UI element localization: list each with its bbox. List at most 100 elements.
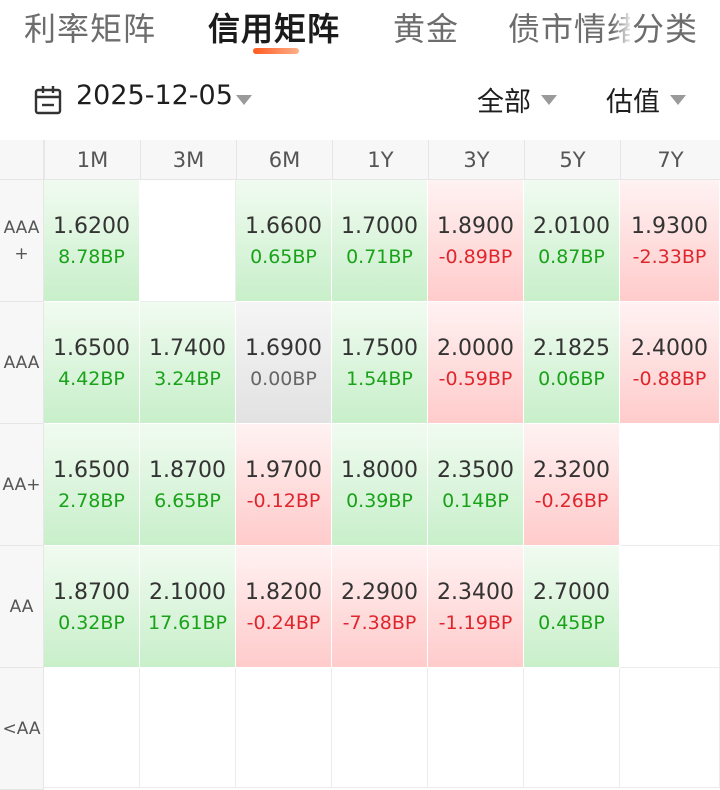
bp-change: 6.65BP (154, 490, 221, 512)
yield-value: 2.1000 (149, 580, 226, 605)
scope-label[interactable]: 全部 (477, 87, 531, 118)
bp-change: 0.00BP (250, 368, 317, 390)
tab-overflow-fade (612, 0, 634, 58)
column-header-3m: 3M (140, 140, 236, 180)
matrix-cell[interactable]: 2.3500 0.14BP (428, 424, 524, 546)
column-header-5y: 5Y (524, 140, 620, 180)
yield-value: 1.8700 (53, 580, 130, 605)
matrix-cell[interactable]: 2.3200 -0.26BP (524, 424, 620, 546)
matrix-cell-empty (236, 668, 332, 788)
yield-value: 1.6200 (53, 214, 130, 239)
yield-value: 1.8900 (437, 214, 514, 239)
metric-label[interactable]: 估值 (606, 87, 660, 118)
yield-value: 1.7400 (149, 336, 226, 361)
column-header-3y: 3Y (428, 140, 524, 180)
bp-change: -0.59BP (438, 368, 513, 390)
matrix-cell[interactable]: 1.6500 4.42BP (44, 302, 140, 424)
chevron-down-icon (541, 95, 557, 105)
matrix-cell[interactable]: 1.7000 0.71BP (332, 180, 428, 302)
bp-change: -0.88BP (632, 368, 707, 390)
matrix-cell-empty (620, 668, 720, 788)
yield-value: 2.4000 (631, 336, 708, 361)
yield-value: 2.3500 (437, 458, 514, 483)
filter-bar: 2025-12-05 全部 估值 (0, 60, 720, 140)
bp-change: 0.06BP (538, 368, 605, 390)
matrix-cell[interactable]: 2.4000 -0.88BP (620, 302, 720, 424)
matrix-cell[interactable]: 1.6500 2.78BP (44, 424, 140, 546)
matrix-cell[interactable]: 1.8200 -0.24BP (236, 546, 332, 668)
yield-value: 2.0100 (533, 214, 610, 239)
yield-value: 1.9700 (245, 458, 322, 483)
yield-value: 1.6500 (53, 458, 130, 483)
bp-change: 0.87BP (538, 246, 605, 268)
active-tab-indicator (253, 48, 299, 54)
selected-date[interactable]: 2025-12-05 (76, 80, 233, 111)
bp-change: 0.32BP (58, 612, 125, 634)
yield-value: 2.3200 (533, 458, 610, 483)
matrix-cell[interactable]: 2.1000 17.61BP (140, 546, 236, 668)
bp-change: 0.14BP (442, 490, 509, 512)
tab-credit-matrix[interactable]: 信用矩阵 (208, 10, 341, 48)
yield-value: 1.6500 (53, 336, 130, 361)
yield-value: 1.8700 (149, 458, 226, 483)
row-header: AA (0, 546, 44, 668)
matrix-cell[interactable]: 1.6900 0.00BP (236, 302, 332, 424)
matrix-cell[interactable]: 1.8900 -0.89BP (428, 180, 524, 302)
yield-value: 1.7000 (341, 214, 418, 239)
tab-rate-matrix[interactable]: 利率矩阵 (24, 10, 157, 48)
column-header-6m: 6M (236, 140, 332, 180)
matrix-cell-empty (524, 668, 620, 788)
matrix-cell-empty (140, 180, 236, 302)
bp-change: -2.33BP (632, 246, 707, 268)
bp-change: 0.71BP (346, 246, 413, 268)
grid-corner (0, 140, 44, 180)
yield-value: 1.6900 (245, 336, 322, 361)
matrix-cell[interactable]: 1.6200 8.78BP (44, 180, 140, 302)
bp-change: 0.45BP (538, 612, 605, 634)
matrix-cell-empty (332, 668, 428, 788)
matrix-cell-empty (44, 668, 140, 788)
yield-value: 1.6600 (245, 214, 322, 239)
column-header-1m: 1M (44, 140, 140, 180)
yield-value: 2.7000 (533, 580, 610, 605)
bp-change: -0.12BP (246, 490, 321, 512)
row-header: AA+ (0, 424, 44, 546)
chevron-down-icon (236, 95, 252, 105)
matrix-cell[interactable]: 2.7000 0.45BP (524, 546, 620, 668)
matrix-cell-empty (428, 668, 524, 788)
yield-value: 2.3400 (437, 580, 514, 605)
matrix-cell[interactable]: 2.0000 -0.59BP (428, 302, 524, 424)
row-header: AAA (0, 302, 44, 424)
matrix-cell[interactable]: 2.3400 -1.19BP (428, 546, 524, 668)
matrix-cell[interactable]: 1.9700 -0.12BP (236, 424, 332, 546)
yield-value: 1.9300 (631, 214, 708, 239)
matrix-cell[interactable]: 1.8000 0.39BP (332, 424, 428, 546)
column-header-1y: 1Y (332, 140, 428, 180)
yield-value: 1.8200 (245, 580, 322, 605)
bp-change: 3.24BP (154, 368, 221, 390)
tab-category[interactable]: 分类 (630, 4, 699, 50)
bp-change: 0.39BP (346, 490, 413, 512)
tab-gold[interactable]: 黄金 (393, 10, 460, 48)
chevron-down-icon (670, 95, 686, 105)
matrix-cell[interactable]: 1.7400 3.24BP (140, 302, 236, 424)
matrix-cell-empty (140, 668, 236, 788)
bp-change: -0.89BP (438, 246, 513, 268)
bp-change: 1.54BP (346, 368, 413, 390)
matrix-cell[interactable]: 2.1825 0.06BP (524, 302, 620, 424)
bp-change: -1.19BP (438, 612, 513, 634)
matrix-cell[interactable]: 1.6600 0.65BP (236, 180, 332, 302)
bp-change: 8.78BP (58, 246, 125, 268)
matrix-cell[interactable]: 2.2900 -7.38BP (332, 546, 428, 668)
yield-value: 2.0000 (437, 336, 514, 361)
matrix-cell[interactable]: 1.9300 -2.33BP (620, 180, 720, 302)
row-header: AAA + (0, 180, 44, 302)
row-header: <AA (0, 668, 44, 790)
bp-change: 2.78BP (58, 490, 125, 512)
matrix-cell[interactable]: 2.0100 0.87BP (524, 180, 620, 302)
matrix-cell[interactable]: 1.8700 0.32BP (44, 546, 140, 668)
matrix-cell[interactable]: 1.8700 6.65BP (140, 424, 236, 546)
matrix-cell[interactable]: 1.7500 1.54BP (332, 302, 428, 424)
bp-change: -7.38BP (342, 612, 417, 634)
calendar-icon (34, 86, 62, 115)
